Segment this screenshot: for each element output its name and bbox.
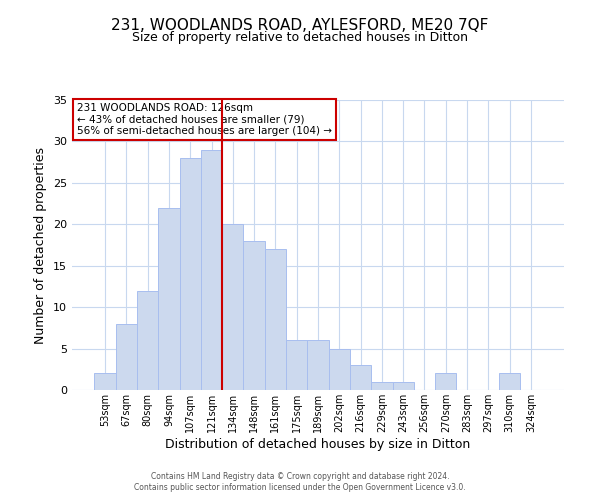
Bar bbox=[307, 340, 329, 390]
Y-axis label: Number of detached properties: Number of detached properties bbox=[34, 146, 47, 344]
Bar bbox=[435, 374, 457, 390]
Bar bbox=[371, 382, 392, 390]
Text: Contains HM Land Registry data © Crown copyright and database right 2024.: Contains HM Land Registry data © Crown c… bbox=[151, 472, 449, 481]
Text: Size of property relative to detached houses in Ditton: Size of property relative to detached ho… bbox=[132, 31, 468, 44]
Bar bbox=[244, 241, 265, 390]
Text: 231, WOODLANDS ROAD, AYLESFORD, ME20 7QF: 231, WOODLANDS ROAD, AYLESFORD, ME20 7QF bbox=[112, 18, 488, 32]
Bar bbox=[179, 158, 201, 390]
Bar bbox=[265, 249, 286, 390]
Bar bbox=[116, 324, 137, 390]
Bar bbox=[350, 365, 371, 390]
Bar bbox=[499, 374, 520, 390]
Bar bbox=[201, 150, 222, 390]
Text: 231 WOODLANDS ROAD: 126sqm
← 43% of detached houses are smaller (79)
56% of semi: 231 WOODLANDS ROAD: 126sqm ← 43% of deta… bbox=[77, 103, 332, 136]
Bar bbox=[158, 208, 179, 390]
Text: Contains public sector information licensed under the Open Government Licence v3: Contains public sector information licen… bbox=[134, 483, 466, 492]
Bar bbox=[329, 348, 350, 390]
X-axis label: Distribution of detached houses by size in Ditton: Distribution of detached houses by size … bbox=[166, 438, 470, 450]
Bar bbox=[222, 224, 244, 390]
Bar bbox=[137, 290, 158, 390]
Bar bbox=[94, 374, 116, 390]
Bar bbox=[286, 340, 307, 390]
Bar bbox=[392, 382, 414, 390]
